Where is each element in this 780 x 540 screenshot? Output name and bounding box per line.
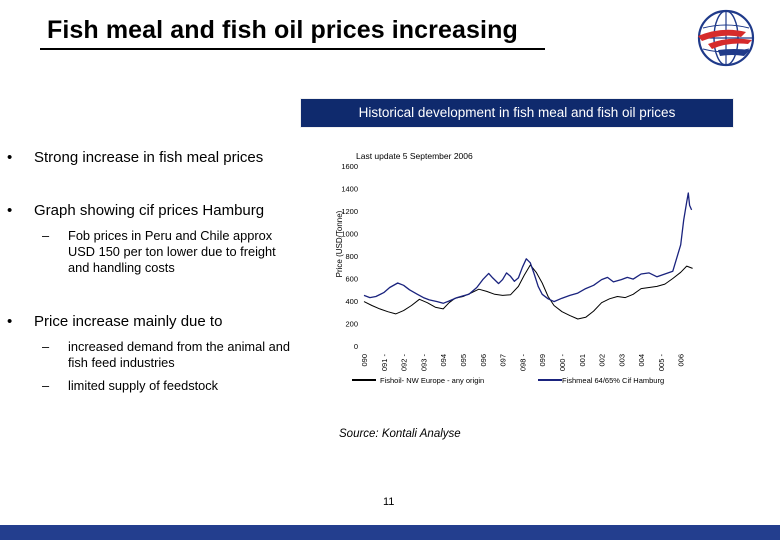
y-tick-label: 200 [345, 320, 358, 329]
y-tick-label: 600 [345, 275, 358, 284]
legend-label: Fishmeal 64/65% Cif Hamburg [562, 376, 664, 385]
bullet-text: Price increase mainly due to [34, 313, 223, 330]
sub-bullet-text: Fob prices in Peru and Chile approx USD … [68, 228, 276, 275]
x-tick-label: 099 [538, 354, 547, 367]
footer-bar [0, 525, 780, 540]
bullet-text: Graph showing cif prices Hamburg [34, 202, 265, 219]
series-line-fishmeal [363, 192, 693, 304]
chart-heading-banner: Historical development in fish meal and … [300, 98, 734, 128]
title-underline [40, 48, 545, 50]
page-number: 11 [383, 496, 395, 508]
sub-bullet-text: limited supply of feedstock [68, 378, 219, 393]
source-note: Source: Kontali Analyse [339, 428, 461, 440]
x-tick-label: 094 [439, 354, 448, 367]
x-tick-label: 093 - [419, 354, 428, 372]
bullet-dot-icon: • [7, 313, 13, 330]
x-tick-label: 090 [360, 354, 369, 367]
y-tick-label: 1200 [341, 207, 358, 216]
x-tick-label: 098 - [518, 354, 527, 372]
sub-bullet-text: increased demand from the animal and fis… [68, 339, 290, 370]
x-tick-label: 004 [637, 354, 646, 367]
x-tick-label: 091 - [380, 354, 389, 372]
x-tick-label: 003 [617, 354, 626, 367]
x-tick-label: 092 - [400, 354, 409, 372]
bullet-dot-icon: • [7, 202, 13, 219]
y-tick-label: 1400 [341, 185, 358, 194]
logo-globe-icon [697, 9, 755, 67]
legend-label: Fishoil- NW Europe - any origin [380, 376, 484, 385]
x-tick-label: 097 [499, 354, 508, 367]
y-tick-label: 1600 [341, 162, 358, 171]
x-tick-label: 005 - [657, 354, 666, 372]
x-tick-label: 095 [459, 354, 468, 367]
x-tick-label: 096 [479, 354, 488, 367]
dash-icon: – [42, 228, 50, 243]
series-line-fishoil [363, 264, 693, 320]
x-tick-label: 001 [578, 354, 587, 367]
company-logo [694, 6, 758, 75]
y-axis-label: Price (USD/Tonne) [335, 210, 344, 277]
price-chart: Last update 5 September 2006 Price (USD/… [335, 151, 693, 385]
chart-title: Last update 5 September 2006 [356, 151, 473, 161]
y-tick-label: 1000 [341, 230, 358, 239]
y-tick-label: 0 [354, 342, 358, 351]
y-tick-label: 400 [345, 297, 358, 306]
slide-title: Fish meal and fish oil prices increasing [47, 16, 518, 44]
bullet-text: Strong increase in fish meal prices [34, 149, 264, 166]
bullet-dot-icon: • [7, 149, 13, 166]
x-tick-label: 002 [598, 354, 607, 367]
dash-icon: – [42, 339, 50, 354]
y-tick-label: 800 [345, 252, 358, 261]
x-tick-label: 006 [677, 354, 686, 367]
dash-icon: – [42, 378, 50, 393]
x-tick-label: 000 - [558, 354, 567, 372]
